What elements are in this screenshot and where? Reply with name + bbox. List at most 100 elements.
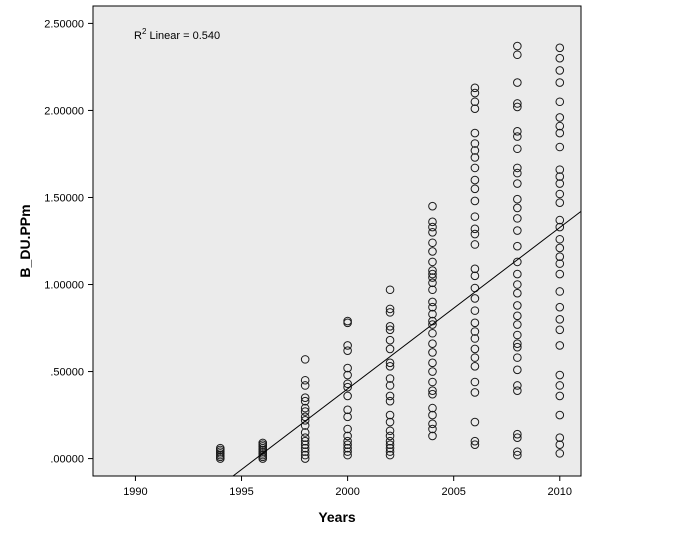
data-point — [470, 353, 480, 362]
data-point — [470, 318, 480, 328]
data-point — [300, 443, 310, 453]
data-point — [470, 224, 480, 234]
data-point — [513, 168, 522, 178]
data-point — [428, 201, 437, 211]
data-point — [513, 179, 522, 188]
data-point — [470, 97, 480, 107]
data-point — [343, 370, 352, 380]
data-point — [300, 433, 310, 443]
y-tick-label: 1.50000 — [44, 192, 84, 204]
data-point — [385, 396, 395, 406]
plot-area — [92, 5, 582, 477]
data-point — [258, 438, 268, 448]
data-point — [555, 287, 565, 296]
data-point — [513, 280, 522, 289]
data-point — [428, 339, 437, 349]
data-point — [513, 353, 522, 362]
data-point — [385, 308, 395, 317]
data-point — [300, 454, 310, 463]
y-axis-title: B_DU.PPm — [17, 204, 33, 277]
data-point — [385, 358, 395, 368]
data-point — [385, 443, 395, 453]
data-point — [470, 440, 480, 449]
data-point — [428, 367, 437, 376]
data-point — [470, 196, 480, 206]
data-point — [385, 344, 395, 354]
data-point — [300, 396, 310, 406]
data-point — [428, 238, 437, 248]
data-point — [470, 212, 480, 221]
data-point — [428, 297, 437, 307]
data-point — [385, 285, 395, 295]
data-point — [385, 450, 395, 460]
data-point — [385, 447, 395, 456]
data-point — [513, 320, 522, 329]
data-point — [555, 78, 565, 87]
data-point — [385, 304, 395, 314]
x-tick-label: 1995 — [229, 486, 253, 498]
data-point — [513, 339, 522, 349]
data-point — [555, 215, 565, 225]
data-point — [555, 222, 565, 232]
data-point — [343, 447, 352, 456]
data-point — [385, 335, 395, 345]
data-point — [470, 104, 480, 114]
data-point — [555, 302, 565, 312]
data-point — [470, 377, 480, 387]
data-point — [470, 146, 480, 155]
data-point — [428, 217, 437, 227]
data-point — [555, 370, 565, 380]
linear-fit-line — [232, 211, 582, 477]
data-point — [470, 306, 480, 315]
data-point — [343, 412, 352, 422]
data-point — [513, 99, 522, 108]
y-tick-label: 2.50000 — [44, 18, 84, 30]
data-point — [300, 403, 310, 413]
data-point — [555, 142, 565, 152]
data-point — [385, 440, 395, 449]
data-point — [555, 113, 565, 122]
data-point — [428, 431, 437, 441]
data-point — [470, 153, 480, 162]
data-point — [513, 50, 522, 60]
data-point — [470, 139, 480, 148]
data-point — [300, 440, 310, 449]
data-point — [513, 301, 522, 310]
data-point — [513, 433, 522, 443]
data-point — [385, 374, 395, 383]
data-point — [300, 355, 310, 364]
data-point — [470, 229, 480, 239]
data-point — [513, 288, 522, 298]
data-point — [470, 264, 480, 274]
data-point — [300, 393, 310, 402]
data-point — [300, 415, 310, 425]
data-point — [555, 121, 565, 131]
data-point — [428, 269, 437, 279]
data-point — [343, 316, 352, 326]
data-point — [343, 341, 352, 350]
data-point — [513, 429, 522, 439]
data-point — [470, 240, 480, 249]
data-point — [470, 184, 480, 194]
data-point — [555, 234, 565, 244]
data-point — [513, 447, 522, 456]
data-point — [513, 226, 522, 235]
data-point — [343, 436, 352, 446]
data-point — [513, 41, 522, 51]
data-point — [513, 269, 522, 279]
axis-ticks: 1990 1995 2000 2005 2010 .00000 .50000 1.00000 1… — [44, 18, 572, 498]
data-point — [343, 391, 352, 401]
data-point — [470, 163, 480, 173]
data-point — [555, 43, 565, 53]
data-point — [555, 179, 565, 188]
data-point — [300, 450, 310, 460]
x-tick-label: 2010 — [548, 486, 572, 498]
data-point — [428, 278, 437, 288]
data-point — [555, 449, 565, 458]
data-point — [555, 243, 565, 253]
data-point — [385, 391, 395, 401]
data-point — [513, 127, 522, 136]
data-point — [470, 88, 480, 98]
data-point — [513, 194, 522, 204]
